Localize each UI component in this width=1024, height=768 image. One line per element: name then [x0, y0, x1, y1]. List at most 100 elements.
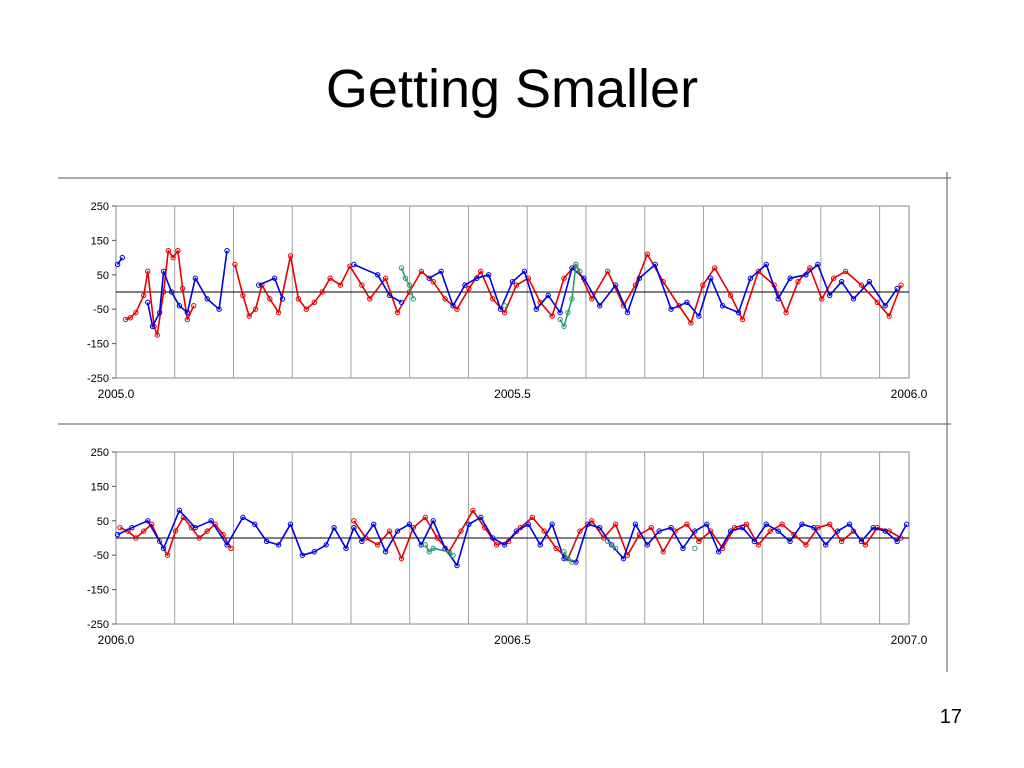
- data-point-red: [156, 538, 163, 545]
- data-point-red: [164, 552, 171, 558]
- slide-title: Getting Smaller: [325, 59, 699, 119]
- data-point-blue: [834, 528, 841, 534]
- data-point-red: [179, 285, 186, 292]
- data-point-blue: [513, 528, 520, 534]
- y-tick-label: -150: [87, 585, 109, 597]
- data-point-blue: [192, 524, 199, 531]
- data-point-blue: [644, 542, 651, 548]
- data-point-red: [743, 521, 750, 527]
- data-point-red: [337, 282, 344, 288]
- data-point-red: [886, 313, 892, 319]
- data-point-blue: [489, 535, 496, 541]
- data-point-blue: [129, 524, 135, 531]
- data-point-blue: [612, 282, 619, 288]
- data-point-red: [184, 316, 191, 323]
- charts-svg: 250 150 50 -50 -150 -250 2005.0 2005.5 2006.0 25…: [58, 172, 951, 672]
- data-point-blue: [838, 278, 845, 285]
- data-point-red: [398, 555, 405, 562]
- x-tick-label: 2006.5: [494, 633, 531, 647]
- data-point-blue: [371, 521, 377, 527]
- x-tick-label: 2006.0: [98, 633, 135, 647]
- data-point-red: [727, 292, 734, 299]
- data-point-blue: [763, 521, 769, 527]
- x-tick-label: 2005.5: [494, 387, 531, 401]
- data-point-red: [133, 535, 139, 541]
- data-point-blue: [704, 521, 710, 527]
- chart-frame: 250 150 50 -50 -150 -250 2005.0 2005.5 2006.0 25…: [58, 172, 951, 672]
- data-point-blue: [208, 518, 214, 524]
- data-point-blue: [775, 528, 781, 534]
- data-point-blue: [398, 299, 405, 306]
- y-tick-label: 50: [97, 270, 109, 282]
- data-point-red: [501, 309, 508, 316]
- data-point-blue: [846, 521, 853, 527]
- data-point-red: [367, 296, 373, 302]
- data-point-red: [141, 528, 147, 534]
- data-point-red: [394, 309, 401, 316]
- data-point-blue: [597, 303, 603, 309]
- data-point-blue: [438, 268, 444, 275]
- data-point-blue: [351, 261, 357, 268]
- slide-number: 17: [939, 706, 962, 728]
- data-point-red: [374, 542, 381, 548]
- data-point-blue: [521, 268, 528, 275]
- data-point-blue: [466, 521, 472, 527]
- data-point-red: [862, 542, 869, 548]
- data-point-red: [589, 296, 595, 302]
- data-point-blue: [216, 306, 222, 312]
- data-point-green: [565, 555, 571, 562]
- data-point-blue: [787, 275, 793, 281]
- data-point-red: [712, 265, 718, 271]
- series-line-green: [400, 263, 581, 328]
- data-point-blue: [486, 272, 492, 278]
- data-point-green: [565, 309, 571, 316]
- data-point-red: [577, 528, 583, 534]
- data-point-red: [117, 524, 123, 531]
- data-point-blue: [509, 278, 516, 285]
- data-point-blue: [882, 528, 888, 534]
- data-point-blue: [271, 275, 278, 281]
- data-point-blue: [866, 278, 873, 285]
- data-point-blue: [176, 303, 183, 309]
- data-point-red: [204, 528, 210, 534]
- data-point-blue: [454, 562, 460, 569]
- data-point-blue: [668, 306, 674, 312]
- data-point-green: [410, 296, 417, 302]
- data-point-red: [700, 282, 706, 288]
- data-point-blue: [894, 538, 900, 545]
- x-tick-label: 2007.0: [891, 633, 928, 647]
- data-point-red: [172, 528, 179, 534]
- data-point-red: [513, 282, 520, 288]
- data-point-blue: [870, 524, 877, 531]
- y-tick-label: -50: [93, 550, 109, 562]
- data-point-red: [232, 261, 238, 268]
- data-point-green: [557, 316, 563, 323]
- data-point-blue: [747, 275, 754, 281]
- data-point-red: [830, 275, 837, 281]
- data-point-green: [402, 275, 409, 281]
- data-point-blue: [696, 313, 702, 319]
- data-point-green: [398, 265, 405, 271]
- data-point-blue: [478, 514, 484, 521]
- data-point-blue: [708, 275, 714, 281]
- data-point-red: [783, 309, 789, 316]
- data-point-blue: [406, 521, 413, 527]
- data-point-red: [165, 248, 172, 254]
- data-point-red: [154, 332, 160, 338]
- data-point-red: [648, 524, 654, 531]
- data-point-red: [807, 265, 813, 271]
- data-point-red: [141, 292, 147, 299]
- data-point-blue: [719, 303, 726, 309]
- data-point-red: [133, 309, 139, 316]
- data-point-blue: [442, 545, 448, 552]
- data-point-red: [827, 521, 833, 527]
- data-point-blue: [632, 521, 639, 527]
- data-point-red: [553, 545, 559, 552]
- data-point-red: [275, 309, 282, 316]
- data-point-blue: [240, 514, 246, 521]
- data-point-red: [287, 253, 294, 259]
- data-point-blue: [224, 248, 230, 254]
- data-point-red: [489, 296, 496, 302]
- data-point-blue: [331, 524, 337, 531]
- data-point-blue: [882, 303, 888, 309]
